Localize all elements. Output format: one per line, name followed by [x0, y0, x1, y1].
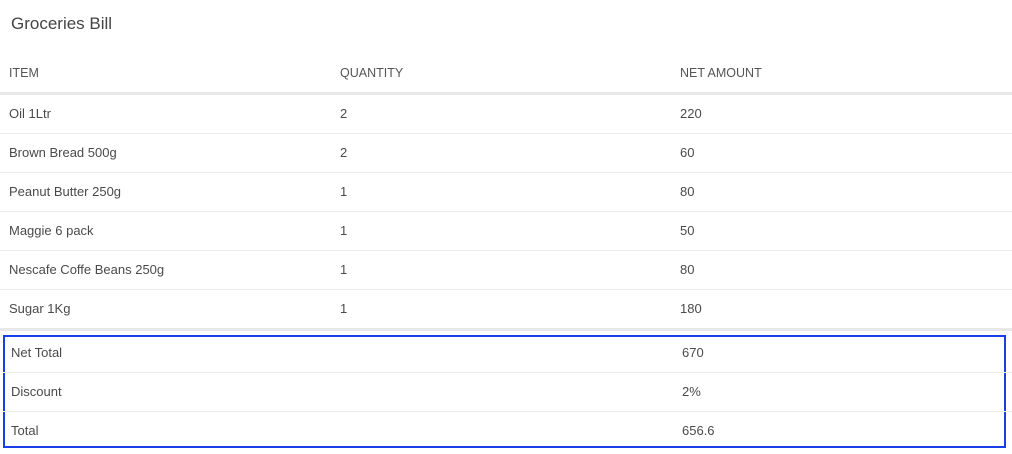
- item-name: Maggie 6 pack: [9, 223, 94, 238]
- item-quantity: 1: [340, 223, 348, 238]
- page-title: Groceries Bill: [11, 14, 113, 33]
- summary-section: Net Total 670 Discount 2% Total 656.6: [2, 335, 1012, 448]
- item-name: Nescafe Coffe Beans 250g: [9, 262, 165, 277]
- item-quantity: 2: [340, 145, 348, 160]
- item-net-amount: 80: [680, 262, 695, 277]
- table-row: Maggie 6 pack 1 50: [0, 212, 1012, 251]
- item-net-amount: 220: [680, 106, 702, 121]
- column-header-quantity: QUANTITY: [340, 66, 404, 80]
- summary-label: Total: [11, 423, 39, 438]
- table-header: ITEM QUANTITY NET AMOUNT: [0, 53, 1012, 95]
- item-quantity: 2: [340, 106, 348, 121]
- table-row: Sugar 1Kg 1 180: [0, 290, 1012, 331]
- item-name: Peanut Butter 250g: [9, 184, 122, 199]
- column-header-net-amount: NET AMOUNT: [680, 66, 762, 80]
- item-net-amount: 180: [680, 301, 702, 316]
- table-row: Peanut Butter 250g 1 80: [0, 173, 1012, 212]
- summary-value: 656.6: [682, 423, 715, 438]
- column-header-item: ITEM: [9, 66, 39, 80]
- summary-value: 2%: [682, 384, 701, 399]
- summary-label: Discount: [11, 384, 62, 399]
- item-name: Oil 1Ltr: [9, 106, 51, 121]
- item-net-amount: 50: [680, 223, 695, 238]
- item-name: Sugar 1Kg: [9, 301, 71, 316]
- item-name: Brown Bread 500g: [9, 145, 117, 160]
- table-row: Oil 1Ltr 2 220: [0, 95, 1012, 134]
- item-quantity: 1: [340, 301, 348, 316]
- item-net-amount: 60: [680, 145, 695, 160]
- summary-value: 670: [682, 345, 704, 360]
- item-net-amount: 80: [680, 184, 695, 199]
- summary-row-discount: Discount 2%: [2, 373, 1012, 412]
- item-quantity: 1: [340, 262, 348, 277]
- table-row: Nescafe Coffe Beans 250g 1 80: [0, 251, 1012, 290]
- item-quantity: 1: [340, 184, 348, 199]
- summary-row-net-total: Net Total 670: [2, 334, 1012, 373]
- summary-row-total: Total 656.6: [2, 412, 1012, 451]
- summary-label: Net Total: [11, 345, 63, 360]
- table-row: Brown Bread 500g 2 60: [0, 134, 1012, 173]
